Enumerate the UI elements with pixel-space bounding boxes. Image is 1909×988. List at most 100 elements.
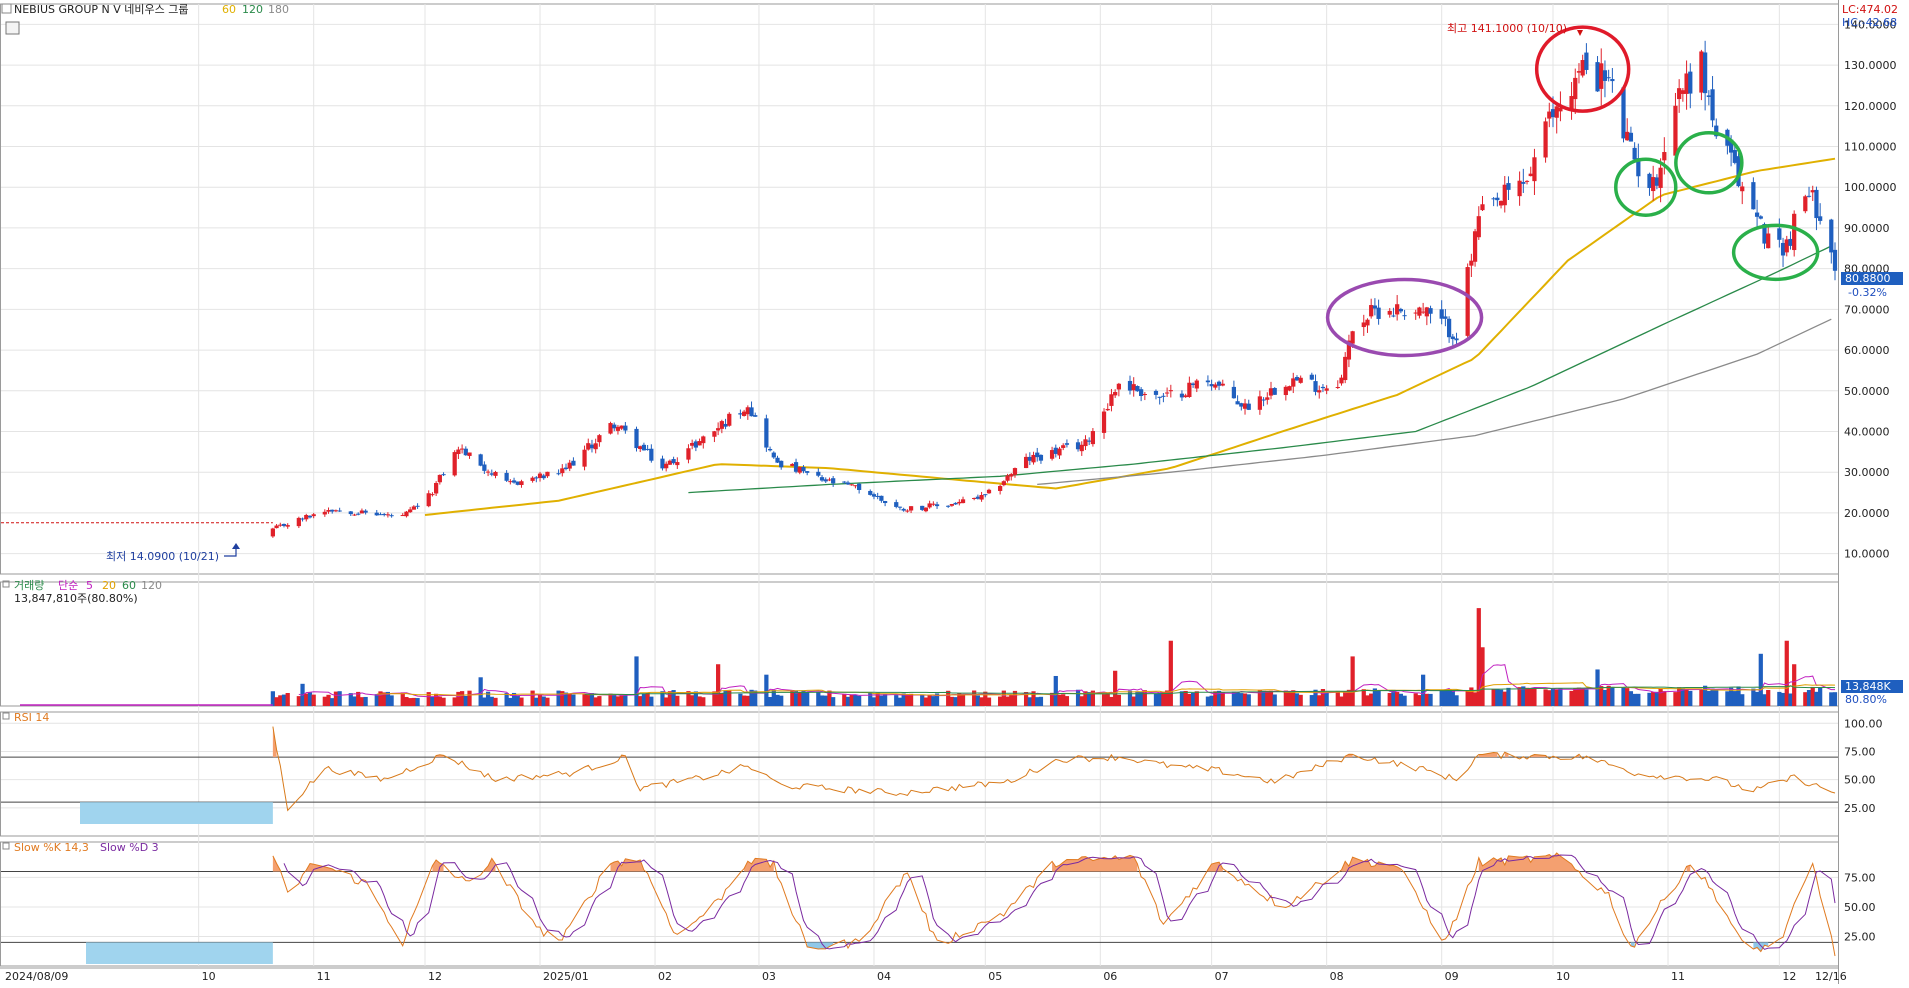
volume-bar <box>1216 690 1222 706</box>
volume-bar <box>426 692 431 706</box>
volume-bar <box>1075 689 1081 706</box>
volume-bar <box>1810 686 1815 706</box>
volume-panel-icon[interactable] <box>2 580 10 588</box>
candle <box>1257 396 1262 410</box>
volume-bar <box>363 696 368 706</box>
volume-bar <box>953 697 958 706</box>
volume-bar <box>589 693 595 706</box>
candle <box>1443 316 1448 319</box>
price-legend: NEBIUS GROUP N V 네비우스 그룹 60 120 180 LC:4… <box>1 3 1898 35</box>
volume-bar <box>719 693 724 706</box>
candle <box>482 464 487 471</box>
volume-bar <box>1476 608 1481 706</box>
volume-bar <box>1543 689 1548 706</box>
volume-bar <box>307 692 313 706</box>
volume-bar <box>593 697 598 706</box>
stoch-k-overbought-fill <box>1341 857 1401 872</box>
candle <box>849 484 854 486</box>
volume-bar <box>816 692 821 706</box>
candle <box>712 431 717 437</box>
volume-bar <box>1391 689 1396 706</box>
volume-bar <box>1283 690 1288 706</box>
candle <box>478 454 483 466</box>
grid-toggle-icon[interactable] <box>5 21 20 35</box>
candle <box>697 441 702 446</box>
volume-bar <box>901 693 906 706</box>
candle <box>359 510 365 514</box>
volume-bar <box>463 695 468 706</box>
candle <box>1703 52 1708 94</box>
volume-bar <box>1057 694 1062 706</box>
volume-bar <box>1569 690 1574 706</box>
candle <box>1372 305 1378 309</box>
volume-bar <box>530 690 535 706</box>
candle <box>1476 216 1481 238</box>
candle <box>1710 89 1715 121</box>
volume-bar <box>1654 691 1660 706</box>
candle <box>953 502 958 505</box>
candle <box>452 452 457 476</box>
volume-bar <box>1780 692 1786 706</box>
candle <box>1480 204 1485 211</box>
candle <box>1806 195 1812 197</box>
candle <box>1387 310 1392 315</box>
candle <box>1157 396 1162 398</box>
volume-bar <box>1257 689 1262 706</box>
volume-bar <box>1239 693 1244 706</box>
ma60-label: 60 <box>222 3 236 16</box>
volume-bar <box>1706 691 1711 706</box>
volume-bar <box>1517 687 1522 706</box>
candle <box>1421 311 1426 313</box>
candle <box>790 463 795 466</box>
candle <box>1576 71 1582 73</box>
volume-bar <box>1079 696 1084 706</box>
volume-bar <box>1168 640 1173 706</box>
volume-bar <box>348 693 353 706</box>
volume-bar <box>920 695 925 706</box>
candle <box>348 511 353 515</box>
candle <box>1428 308 1433 314</box>
candle <box>300 518 305 520</box>
volume-bar <box>1688 690 1693 706</box>
candle <box>949 504 955 506</box>
volume-bar <box>296 696 301 706</box>
volume-bar <box>356 691 361 706</box>
volume-bar <box>563 692 569 706</box>
candle <box>1754 212 1760 217</box>
price-y-tick-label: 110.0000 <box>1844 141 1897 154</box>
volume-bar <box>819 695 825 706</box>
volume-bar <box>1662 691 1667 706</box>
candle <box>1361 322 1366 328</box>
rsi-panel-icon[interactable] <box>2 712 10 720</box>
volume-bar <box>1684 689 1689 706</box>
volume-bar <box>1087 692 1092 706</box>
panel-toggle-icon[interactable] <box>1 3 12 14</box>
stoch-k-overbought-fill <box>432 860 444 872</box>
price-y-tick-label: 90.0000 <box>1844 222 1890 235</box>
candle <box>946 505 951 507</box>
volume-bar <box>597 696 602 706</box>
volume-bar <box>1528 688 1533 706</box>
candle <box>1402 315 1407 317</box>
volume-bar <box>868 692 873 706</box>
volume-bar <box>972 690 977 706</box>
volume-bar <box>560 691 565 706</box>
volume-ma60: 60 <box>122 579 136 592</box>
ma120-line <box>688 245 1832 494</box>
volume-bar <box>1636 693 1641 706</box>
price-y-tick-label: 40.0000 <box>1844 426 1890 439</box>
candle <box>986 489 992 494</box>
volume-ma20: 20 <box>102 579 116 592</box>
candle <box>1573 77 1578 100</box>
volume-bar <box>1183 690 1188 706</box>
candle <box>1261 399 1266 401</box>
price-y-tick-label: 140.0000 <box>1844 18 1897 31</box>
stoch-panel-icon[interactable] <box>2 842 10 850</box>
candle <box>1209 384 1214 387</box>
volume-bar <box>894 695 899 706</box>
volume-bar <box>511 692 517 706</box>
candle <box>1658 167 1663 188</box>
price-y-tick-label: 100.0000 <box>1844 181 1897 194</box>
candle <box>1035 452 1040 458</box>
volume-bar <box>459 691 465 706</box>
